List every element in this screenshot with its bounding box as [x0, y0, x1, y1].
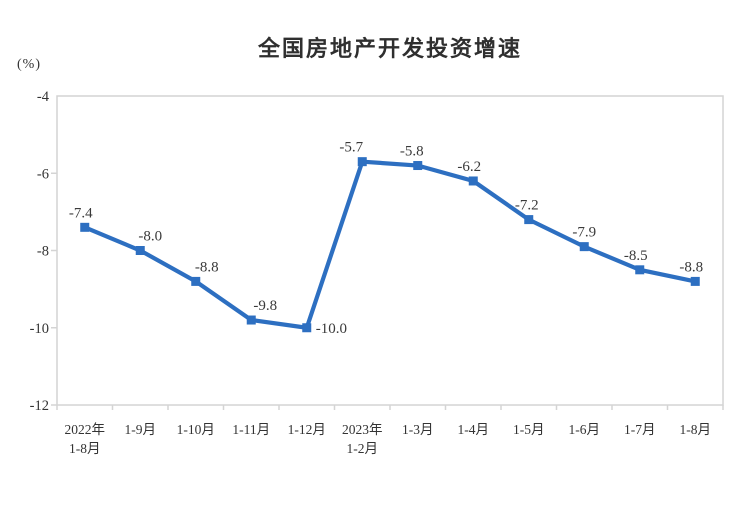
x-axis-tick-label: 1-5月 [513, 422, 545, 437]
data-point-marker [413, 161, 423, 171]
data-point-label: -10.0 [316, 321, 347, 337]
x-axis-tick-label: 1-6月 [569, 422, 601, 437]
data-point-marker [524, 215, 534, 225]
y-axis-tick-label: -4 [37, 89, 50, 105]
data-point-label: -5.8 [400, 144, 424, 160]
x-axis-tick-label: 1-3月 [402, 422, 434, 437]
y-axis-tick-label: -8 [37, 244, 49, 260]
x-axis-tick-label: 1-11月 [232, 422, 270, 437]
data-point-label: -6.2 [457, 159, 481, 175]
data-point-label: -8.0 [138, 229, 162, 245]
data-point-marker [635, 265, 645, 275]
x-axis-tick-label: 1-7月 [624, 422, 656, 437]
data-point-marker [690, 276, 700, 286]
x-axis-tick-label: 1-10月 [177, 422, 215, 437]
data-point-label: -9.8 [253, 298, 277, 314]
data-point-label: -7.9 [572, 225, 596, 241]
x-axis-tick-label: 2022年 1-8月 [65, 422, 106, 456]
data-point-label: -8.8 [195, 259, 219, 275]
data-point-label: -7.4 [69, 205, 93, 221]
x-axis-tick-label: 1-4月 [458, 422, 490, 437]
y-axis-unit-label: (%) [17, 57, 41, 72]
x-axis-tick-label: 1-9月 [125, 422, 157, 437]
data-point-marker [191, 276, 201, 286]
data-point-marker [302, 323, 312, 333]
y-axis-tick-label: -10 [30, 321, 49, 337]
data-point-marker [579, 242, 589, 252]
x-axis-tick-label: 1-12月 [288, 422, 326, 437]
chart-title: 全国房地产开发投资增速 [257, 36, 522, 61]
y-axis-tick-label: -12 [30, 398, 49, 414]
data-point-marker [246, 315, 256, 325]
x-axis-tick-label: 1-8月 [680, 422, 712, 437]
data-point-label: -8.5 [624, 248, 648, 264]
data-point-marker [468, 176, 478, 186]
series-line [83, 159, 696, 331]
y-axis-tick-label: -6 [37, 166, 49, 182]
data-point-marker [357, 157, 367, 167]
data-point-label: -8.8 [679, 259, 703, 275]
x-axis-tick-label: 2023年 1-2月 [342, 422, 383, 456]
data-point-marker [80, 222, 90, 232]
data-point-marker [135, 246, 145, 255]
data-point-label: -7.2 [515, 198, 539, 214]
data-point-label: -5.7 [339, 140, 363, 156]
